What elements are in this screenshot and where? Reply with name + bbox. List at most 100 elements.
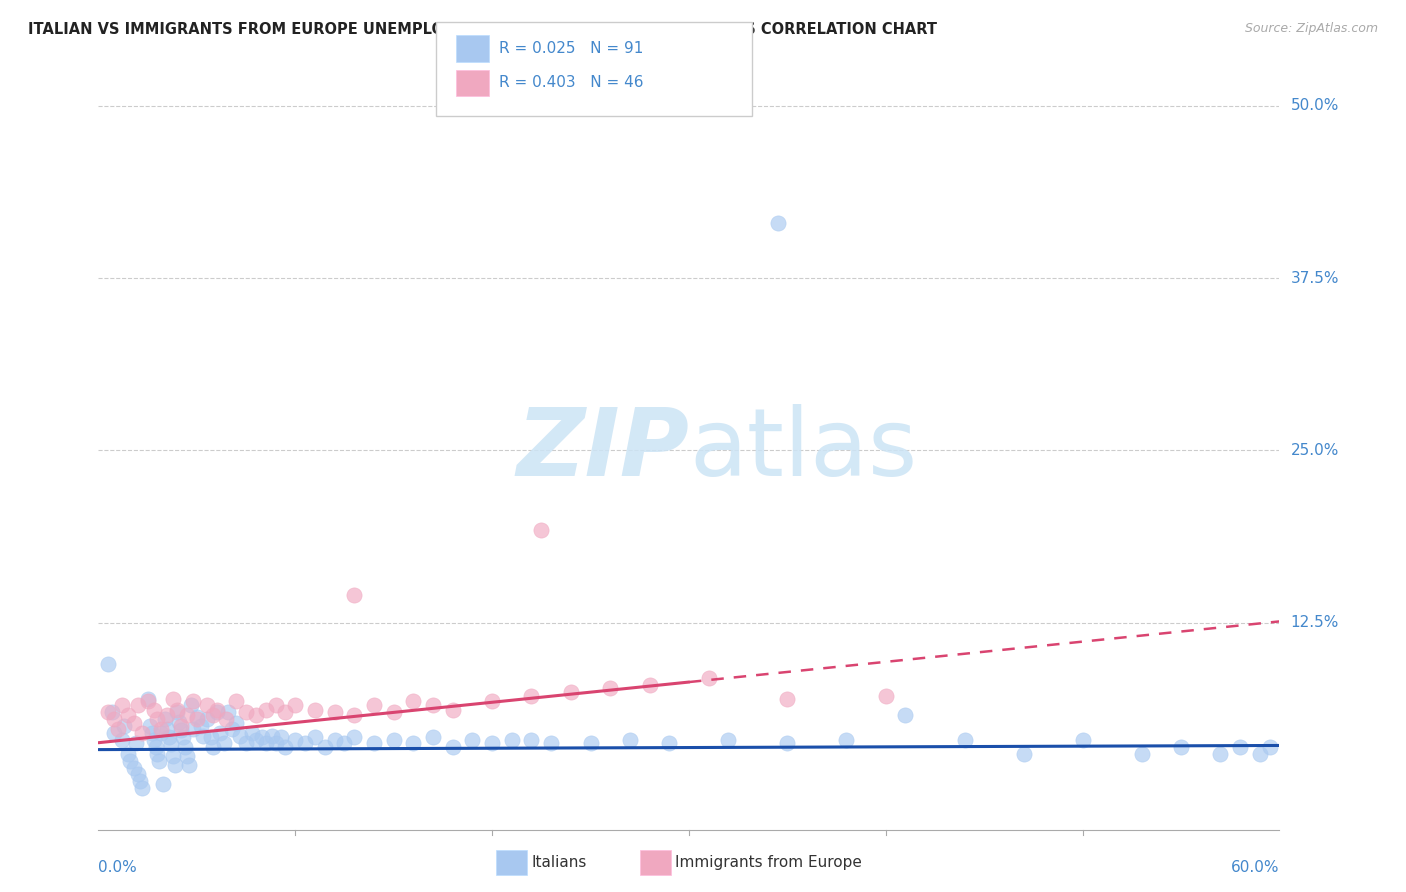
Point bbox=[217, 706, 239, 720]
Point bbox=[323, 733, 346, 747]
Point bbox=[172, 730, 194, 744]
Point bbox=[127, 767, 149, 781]
Point bbox=[191, 729, 214, 743]
Point bbox=[150, 722, 173, 736]
Point bbox=[180, 698, 202, 713]
Point bbox=[294, 736, 316, 750]
Text: 0.0%: 0.0% bbox=[98, 860, 138, 875]
Point bbox=[658, 736, 681, 750]
Point bbox=[170, 719, 193, 733]
Point bbox=[165, 757, 187, 772]
Text: ITALIAN VS IMMIGRANTS FROM EUROPE UNEMPLOYMENT AMONG AGES 35 TO 44 YEARS CORRELA: ITALIAN VS IMMIGRANTS FROM EUROPE UNEMPL… bbox=[28, 22, 938, 37]
Point bbox=[117, 708, 139, 723]
Point bbox=[343, 588, 366, 602]
Point bbox=[103, 712, 125, 726]
Point bbox=[111, 733, 134, 747]
Point bbox=[225, 716, 247, 731]
Point bbox=[156, 708, 179, 723]
Point bbox=[195, 712, 218, 726]
Text: atlas: atlas bbox=[689, 404, 917, 497]
Text: 60.0%: 60.0% bbox=[1232, 860, 1279, 875]
Point bbox=[162, 691, 184, 706]
Point bbox=[260, 729, 283, 743]
Point bbox=[240, 726, 263, 740]
Point bbox=[776, 691, 799, 706]
Point bbox=[195, 698, 218, 713]
Point bbox=[122, 760, 145, 774]
Point bbox=[221, 722, 243, 736]
Point bbox=[382, 733, 405, 747]
Point bbox=[148, 754, 170, 768]
Point bbox=[441, 739, 464, 754]
Point bbox=[174, 739, 197, 754]
Point bbox=[461, 733, 484, 747]
Point bbox=[1170, 739, 1192, 754]
Point bbox=[481, 736, 503, 750]
Point bbox=[441, 703, 464, 717]
Point bbox=[141, 726, 163, 740]
Point bbox=[619, 733, 641, 747]
Text: 25.0%: 25.0% bbox=[1291, 443, 1339, 458]
Point bbox=[333, 736, 356, 750]
Point bbox=[186, 712, 208, 726]
Text: ZIP: ZIP bbox=[516, 404, 689, 497]
Point bbox=[894, 708, 917, 723]
Point bbox=[953, 733, 976, 747]
Point bbox=[176, 749, 198, 764]
Point bbox=[1071, 733, 1094, 747]
Point bbox=[1258, 739, 1281, 754]
Point bbox=[402, 694, 425, 708]
Point bbox=[166, 703, 188, 717]
Point bbox=[146, 712, 169, 726]
Point bbox=[776, 736, 799, 750]
Point bbox=[97, 706, 120, 720]
Point bbox=[560, 684, 582, 698]
Point bbox=[304, 730, 326, 744]
Point bbox=[201, 739, 224, 754]
Point bbox=[599, 681, 621, 695]
Point bbox=[1249, 747, 1271, 761]
Point bbox=[101, 706, 124, 720]
Point bbox=[150, 726, 173, 740]
Point bbox=[501, 733, 523, 747]
Point bbox=[190, 719, 212, 733]
Point bbox=[186, 709, 208, 723]
Point bbox=[111, 698, 134, 713]
Point bbox=[363, 736, 385, 750]
Point bbox=[1209, 747, 1232, 761]
Point bbox=[766, 216, 789, 230]
Point bbox=[284, 733, 307, 747]
Point bbox=[254, 736, 277, 750]
Point bbox=[1229, 739, 1251, 754]
Text: Source: ZipAtlas.com: Source: ZipAtlas.com bbox=[1244, 22, 1378, 36]
Text: 37.5%: 37.5% bbox=[1291, 270, 1339, 285]
Text: 50.0%: 50.0% bbox=[1291, 98, 1339, 113]
Point bbox=[520, 689, 543, 703]
Point bbox=[245, 733, 267, 747]
Point bbox=[97, 657, 120, 672]
Point bbox=[166, 706, 188, 720]
Point bbox=[270, 730, 292, 744]
Point bbox=[284, 698, 307, 713]
Point bbox=[323, 706, 346, 720]
Point bbox=[136, 691, 159, 706]
Point bbox=[131, 781, 153, 796]
Point bbox=[540, 736, 562, 750]
Point bbox=[155, 712, 177, 726]
Point bbox=[422, 730, 444, 744]
Point bbox=[177, 757, 200, 772]
Point bbox=[146, 747, 169, 761]
Point bbox=[363, 698, 385, 713]
Point bbox=[181, 694, 204, 708]
Point bbox=[835, 733, 858, 747]
Point bbox=[170, 723, 193, 738]
Point bbox=[875, 689, 897, 703]
Point bbox=[152, 777, 174, 791]
Point bbox=[264, 698, 287, 713]
Point bbox=[176, 708, 198, 723]
Point bbox=[314, 739, 336, 754]
Point bbox=[142, 733, 165, 747]
Point bbox=[520, 733, 543, 747]
Point bbox=[274, 706, 297, 720]
Point bbox=[142, 703, 165, 717]
